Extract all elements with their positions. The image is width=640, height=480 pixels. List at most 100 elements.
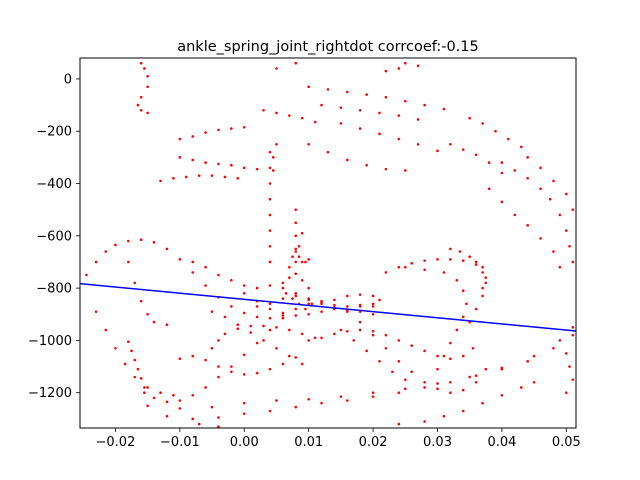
scatter-point (217, 162, 220, 166)
scatter-point (423, 380, 426, 384)
scatter-point (487, 187, 491, 191)
scatter-point (294, 234, 298, 238)
scatter-point (320, 299, 323, 303)
scatter-point (217, 273, 220, 277)
scatter-point (146, 85, 149, 89)
scatter-point (378, 360, 381, 363)
scatter-point (500, 394, 504, 397)
scatter-point (294, 314, 298, 317)
scatter-point (262, 324, 265, 328)
scatter-point (410, 261, 414, 265)
scatter-point (230, 365, 233, 368)
scatter-point (474, 374, 478, 378)
scatter-point (191, 394, 195, 397)
scatter-point (143, 391, 146, 395)
scatter-point (242, 292, 246, 295)
scatter-point (204, 265, 207, 269)
scatter-point (143, 67, 146, 70)
x-tick-label: 0.05 (552, 435, 581, 450)
scatter-point (378, 298, 381, 302)
scatter-point (294, 356, 298, 359)
scatter-point (281, 362, 285, 366)
scatter-point (294, 307, 298, 311)
scatter-point (461, 315, 465, 319)
scatter-point (275, 67, 278, 70)
scatter-point (223, 175, 227, 179)
scatter-point (300, 278, 304, 282)
scatter-point (474, 260, 478, 264)
scatter-point (172, 176, 175, 180)
scatter-point (358, 328, 362, 332)
scatter-point (123, 362, 127, 366)
scatter-point (436, 258, 439, 261)
scatter-point (271, 169, 275, 172)
scatter-point (346, 329, 349, 333)
x-tick-label: −0.02 (96, 435, 136, 450)
scatter-point (255, 341, 259, 345)
scatter-point (371, 395, 375, 398)
scatter-point (397, 265, 401, 269)
scatter-point (262, 339, 265, 342)
scatter-point (481, 265, 484, 269)
scatter-point (268, 197, 272, 201)
scatter-point (532, 354, 536, 358)
scatter-point (384, 167, 388, 171)
scatter-point (571, 378, 575, 381)
scatter-point (230, 370, 233, 374)
scatter-point (461, 259, 465, 262)
scatter-point (442, 414, 446, 418)
scatter-point (242, 311, 246, 315)
scatter-point (275, 399, 278, 402)
scatter-point (268, 166, 272, 170)
scatter-point (294, 208, 298, 211)
scatter-point (481, 122, 484, 125)
scatter-point (468, 375, 472, 379)
scatter-point (165, 247, 169, 251)
scatter-point (178, 407, 182, 410)
scatter-point (436, 387, 439, 391)
scatter-point (255, 305, 259, 308)
x-axis-ticks: −0.02 −0.01 0.00 0.01 0.02 0.03 0.04 0.05 (96, 428, 581, 450)
scatter-point (294, 292, 298, 295)
scatter-point (297, 244, 301, 248)
scatter-point (449, 341, 452, 345)
scatter-point (397, 339, 401, 342)
scatter-point (307, 142, 310, 146)
scatter-point (410, 344, 414, 347)
scatter-point (304, 307, 307, 311)
scatter-point (223, 315, 227, 319)
scatter-point (297, 255, 301, 259)
scatter-point (461, 409, 465, 413)
scatter-point (346, 294, 349, 298)
x-tick-label: 0.02 (359, 435, 388, 450)
scatter-point (481, 271, 484, 274)
scatter-point (291, 255, 294, 259)
scatter-point (307, 85, 310, 89)
scatter-point (552, 346, 555, 350)
scatter-point (468, 255, 472, 259)
scatter-point (288, 328, 291, 332)
scatter-point (210, 310, 214, 313)
scatter-point (558, 265, 562, 269)
scatter-point (217, 425, 220, 428)
scatter-point (548, 197, 552, 201)
scatter-point (191, 158, 195, 162)
scatter-point (178, 357, 182, 361)
scatter-point (346, 158, 349, 162)
fit-line-group (79, 282, 577, 332)
scatter-point (371, 305, 375, 308)
scatter-point (210, 346, 214, 350)
scatter-point (217, 365, 220, 368)
scatter-point (484, 367, 488, 371)
scatter-point (326, 150, 330, 154)
scatter-point (552, 179, 555, 183)
scatter-point (365, 163, 368, 167)
scatter-point (146, 75, 149, 78)
scatter-point (333, 303, 336, 307)
scatter-point (204, 358, 207, 362)
scatter-point (455, 278, 459, 282)
scatter-point (539, 237, 542, 240)
scatter-point (436, 354, 439, 358)
scatter-point (397, 360, 401, 363)
